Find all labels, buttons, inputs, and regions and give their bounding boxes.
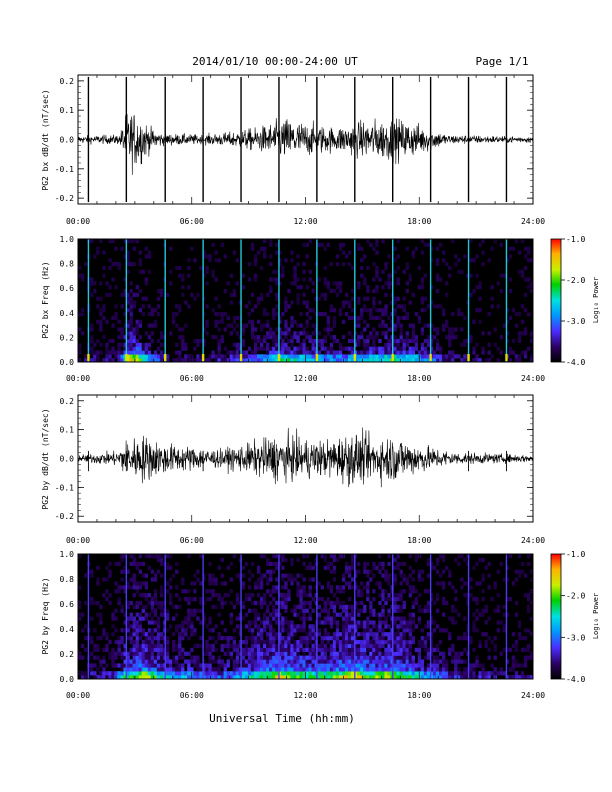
- colorbar-tick-label: -3.0: [566, 633, 585, 642]
- x-tick-label: 06:00: [180, 536, 204, 545]
- by-freq-ylabel: PG2 by Freq (Hz): [41, 577, 50, 654]
- x-tick-label: 06:00: [180, 217, 204, 226]
- y-tick-label: 0.4: [60, 625, 75, 634]
- y-tick-label: 0.8: [60, 575, 75, 584]
- bx-colorbar: [550, 238, 562, 363]
- y-tick-label: 0.1: [60, 426, 75, 435]
- y-tick-label: 0.0: [60, 358, 75, 367]
- figure-title: 2014/01/10 00:00-24:00 UT: [192, 55, 358, 68]
- y-tick-label: -0.2: [55, 512, 74, 521]
- by-colorbar-label: Log₁₀ Power: [592, 593, 600, 639]
- x-tick-label: 06:00: [180, 374, 204, 383]
- bx-dbdt-panel: PG2 bx dB/dt (nT/sec) 0.20.10.0-0.1-0.2 …: [41, 74, 545, 226]
- x-tick-label: 12:00: [293, 374, 317, 383]
- bx-dbdt-ylabel: PG2 bx dB/dt (nT/sec): [41, 89, 50, 190]
- y-tick-label: 1.0: [60, 550, 75, 559]
- colorbar-tick-label: -1.0: [566, 550, 585, 559]
- x-tick-label: 12:00: [293, 536, 317, 545]
- colorbar-tick-label: -4.0: [566, 675, 585, 684]
- y-tick-label: 0.2: [60, 333, 75, 342]
- y-tick-label: 0.4: [60, 309, 75, 318]
- y-tick-label: 0.2: [60, 397, 75, 406]
- y-tick-label: 0.6: [60, 284, 75, 293]
- bx-colorbar-label: Log₁₀ Power: [592, 277, 600, 323]
- colorbar-tick-label: -4.0: [566, 358, 585, 367]
- x-tick-label: 06:00: [180, 691, 204, 700]
- y-tick-label: 0.0: [60, 136, 75, 145]
- x-tick-label: 18:00: [407, 691, 431, 700]
- y-tick-label: 0.6: [60, 600, 75, 609]
- x-tick-label: 00:00: [66, 374, 90, 383]
- y-tick-label: 0.0: [60, 675, 75, 684]
- x-tick-label: 24:00: [521, 536, 545, 545]
- x-tick-label: 24:00: [521, 374, 545, 383]
- colorbar-tick-label: -3.0: [566, 317, 585, 326]
- x-tick-label: 12:00: [293, 217, 317, 226]
- x-tick-label: 00:00: [66, 536, 90, 545]
- x-tick-label: 00:00: [66, 217, 90, 226]
- x-tick-label: 18:00: [407, 217, 431, 226]
- by-spectrogram-panel: PG2 by Freq (Hz) 1.0 0.8 0.6 0.4 0.2 0.0 00:0…: [41, 550, 600, 700]
- y-tick-label: -0.1: [55, 165, 74, 174]
- y-tick-label: -0.1: [55, 483, 74, 492]
- x-tick-label: 24:00: [521, 691, 545, 700]
- y-tick-label: 0.2: [60, 650, 75, 659]
- y-tick-label: 0.0: [60, 455, 75, 464]
- by-dbdt-panel: PG2 by dB/dt (nT/sec) 0.20.10.0-0.1-0.2 …: [41, 394, 545, 545]
- x-tick-label: 12:00: [293, 691, 317, 700]
- dbdt-trace: [77, 114, 534, 175]
- y-tick-label: 0.8: [60, 260, 75, 269]
- bx-spectrogram-panel: PG2 bx Freq (Hz) 1.0 0.8 0.6 0.4 0.2 0.0 00:0…: [41, 235, 600, 383]
- x-tick-label: 18:00: [407, 374, 431, 383]
- y-tick-label: -0.2: [55, 194, 74, 203]
- colorbar-tick-label: -1.0: [566, 235, 585, 244]
- by-dbdt-ylabel: PG2 by dB/dt (nT/sec): [41, 408, 50, 509]
- y-tick-label: 1.0: [60, 235, 75, 244]
- y-tick-label: 0.1: [60, 106, 75, 115]
- by-colorbar: [550, 553, 562, 680]
- x-axis-label: Universal Time (hh:mm): [209, 712, 355, 725]
- x-tick-label: 00:00: [66, 691, 90, 700]
- bx-freq-ylabel: PG2 bx Freq (Hz): [41, 261, 50, 338]
- colorbar-tick-label: -2.0: [566, 276, 585, 285]
- x-tick-label: 18:00: [407, 536, 431, 545]
- spectrogram-cells: [78, 554, 534, 680]
- page-indicator: Page 1/1: [476, 55, 529, 68]
- x-tick-label: 24:00: [521, 217, 545, 226]
- y-tick-label: 0.2: [60, 77, 75, 86]
- dbdt-trace: [77, 427, 534, 488]
- colorbar-tick-label: -2.0: [566, 592, 585, 601]
